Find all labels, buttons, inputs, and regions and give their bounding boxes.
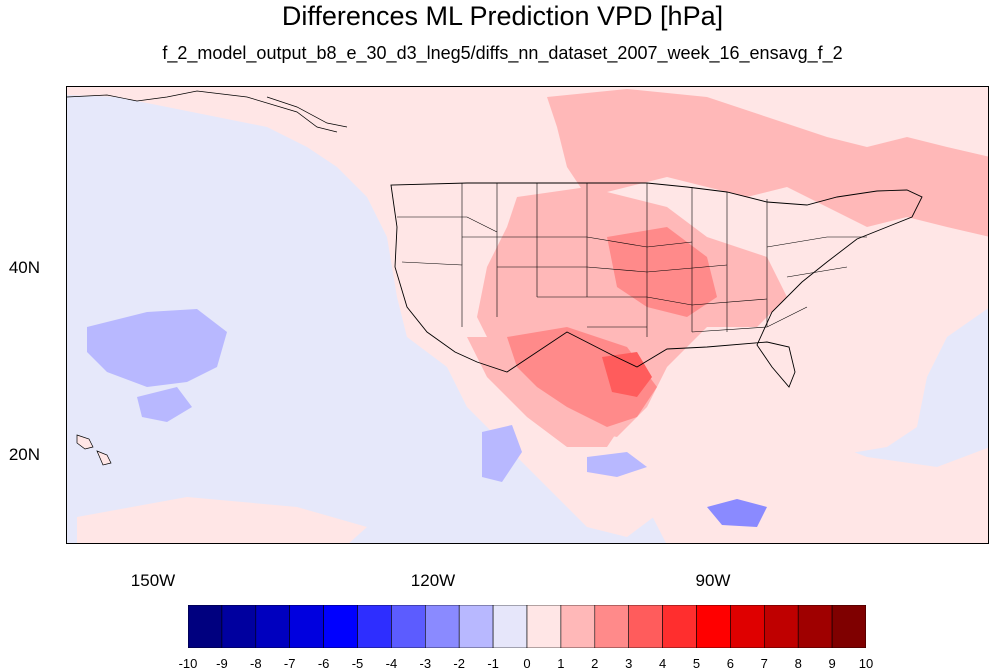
colorbar-tick-label: 6 [726,656,734,671]
map-canvas [67,87,988,543]
colorbar-tick-label: -5 [351,656,364,671]
canada-positive-region [547,89,988,237]
colorbar-tick-label: 5 [692,656,701,671]
us-coastline [390,182,923,388]
colorbar-tick-label: -4 [385,656,398,671]
colorbar-swatch [188,605,223,648]
colorbar-swatch [391,605,426,648]
colorbar-swatch [425,605,460,648]
colorbar-swatch [255,605,291,648]
colorbar-swatch [221,605,257,648]
colorbar-swatch [458,605,494,648]
colorbar-swatch [560,605,596,648]
colorbar-tick-label: 9 [828,656,836,671]
colorbar-tick-label: 3 [625,656,633,671]
colorbar-swatch [696,605,731,648]
texas-strong-anomaly [507,327,657,427]
colorbar-tick-label: 2 [591,656,599,671]
map-title: Differences ML Prediction VPD [hPa] [281,1,724,31]
mexico-pacific-negative [482,425,522,482]
colorbar-tick-label: 1 [557,656,565,671]
colorbar-tick-label: 7 [760,656,768,671]
colorbar-tick-label: -10 [178,656,198,671]
colorbar-tick-label: -7 [283,656,296,671]
pacific-pink-patch [77,497,367,543]
lon-label-90w: 90W [695,571,731,590]
lon-label-150w: 150W [130,571,176,590]
lon-label-120w: 120W [410,571,456,590]
colorbar-swatch [323,605,358,648]
colorbar-swatch [763,605,799,648]
colorbar-tick-label: -6 [317,656,330,671]
colorbar-tick-label: -9 [216,656,228,671]
texas-peak-anomaly [602,352,652,397]
colorbar-tick-label: 8 [794,656,802,671]
caribbean-negative [587,452,647,477]
lat-label-40n: 40N [8,258,40,277]
hawaii-islands [76,434,112,466]
colorbar-swatch [526,605,562,648]
colorbar-tick-label: 4 [658,656,667,671]
colorbar-swatch [492,605,528,648]
colorbar-swatch [357,605,392,648]
colorbar-tick-label: 10 [858,656,874,671]
colorbar-swatch [730,605,765,648]
colorbar-swatch [662,605,697,648]
colorbar [188,605,866,648]
colorbar-tick-label: -3 [419,656,432,671]
central-america-negative [707,499,767,527]
map-subtitle: f_2_model_output_b8_e_30_d3_lneg5/diffs_… [162,43,843,63]
colorbar-swatch [831,605,866,648]
colorbar-swatch [289,605,324,648]
colorbar-tick-label: -1 [487,656,499,671]
pacific-negative-patch [87,309,227,387]
colorbar-tick-label: 0 [523,656,531,671]
pacific-negative-patch-2 [137,387,192,422]
lat-label-20n: 20N [8,445,40,464]
central-plains-anomaly [607,227,717,317]
colorbar-tick-label: -2 [453,656,465,671]
colorbar-swatch [594,605,629,648]
colorbar-tick-label: -8 [250,656,262,671]
vpd-difference-map [66,86,989,544]
state-boundaries [397,183,867,337]
alaska-coastline [67,90,348,133]
colorbar-swatch [628,605,663,648]
colorbar-swatch [797,605,833,648]
